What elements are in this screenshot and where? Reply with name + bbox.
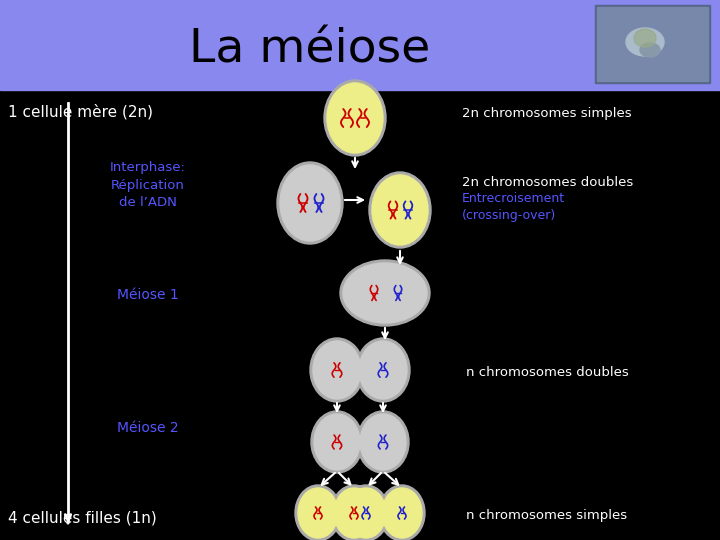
Text: 1 cellule mère (2n): 1 cellule mère (2n) [8, 104, 153, 120]
Ellipse shape [379, 485, 425, 540]
Ellipse shape [295, 485, 341, 540]
Bar [0, 0, 720, 90]
Ellipse shape [634, 29, 656, 47]
Ellipse shape [280, 165, 340, 241]
Text: La méiose: La méiose [189, 28, 431, 72]
Text: 2n chromosomes doubles: 2n chromosomes doubles [462, 177, 634, 190]
Ellipse shape [310, 338, 364, 402]
Text: Entrecroisement
(crossing-over): Entrecroisement (crossing-over) [462, 192, 565, 222]
Text: n chromosomes doubles: n chromosomes doubles [466, 366, 629, 379]
Ellipse shape [327, 83, 383, 153]
Bar [597, 7, 708, 81]
Text: n chromosomes simples: n chromosomes simples [466, 510, 627, 523]
Ellipse shape [360, 414, 406, 470]
Ellipse shape [313, 341, 361, 399]
Text: Méiose 1: Méiose 1 [117, 288, 179, 302]
Ellipse shape [346, 488, 386, 538]
Ellipse shape [369, 172, 431, 248]
Text: Interphase:
Réplication
de l’ADN: Interphase: Réplication de l’ADN [110, 160, 186, 210]
Ellipse shape [357, 411, 409, 473]
Ellipse shape [343, 263, 427, 323]
Ellipse shape [372, 175, 428, 245]
Ellipse shape [356, 338, 410, 402]
Ellipse shape [311, 411, 363, 473]
Text: 4 cellules filles (1n): 4 cellules filles (1n) [8, 510, 157, 525]
Ellipse shape [640, 43, 660, 57]
Text: 2n chromosomes simples: 2n chromosomes simples [462, 106, 631, 119]
Ellipse shape [277, 162, 343, 244]
Text: Méiose 2: Méiose 2 [117, 421, 179, 435]
Ellipse shape [382, 488, 422, 538]
Ellipse shape [298, 488, 338, 538]
Ellipse shape [334, 488, 374, 538]
Ellipse shape [324, 80, 386, 156]
Ellipse shape [359, 341, 407, 399]
Ellipse shape [626, 28, 664, 56]
Bar [595, 5, 710, 83]
Ellipse shape [343, 485, 389, 540]
Ellipse shape [314, 414, 360, 470]
Ellipse shape [340, 260, 430, 326]
Ellipse shape [331, 485, 377, 540]
